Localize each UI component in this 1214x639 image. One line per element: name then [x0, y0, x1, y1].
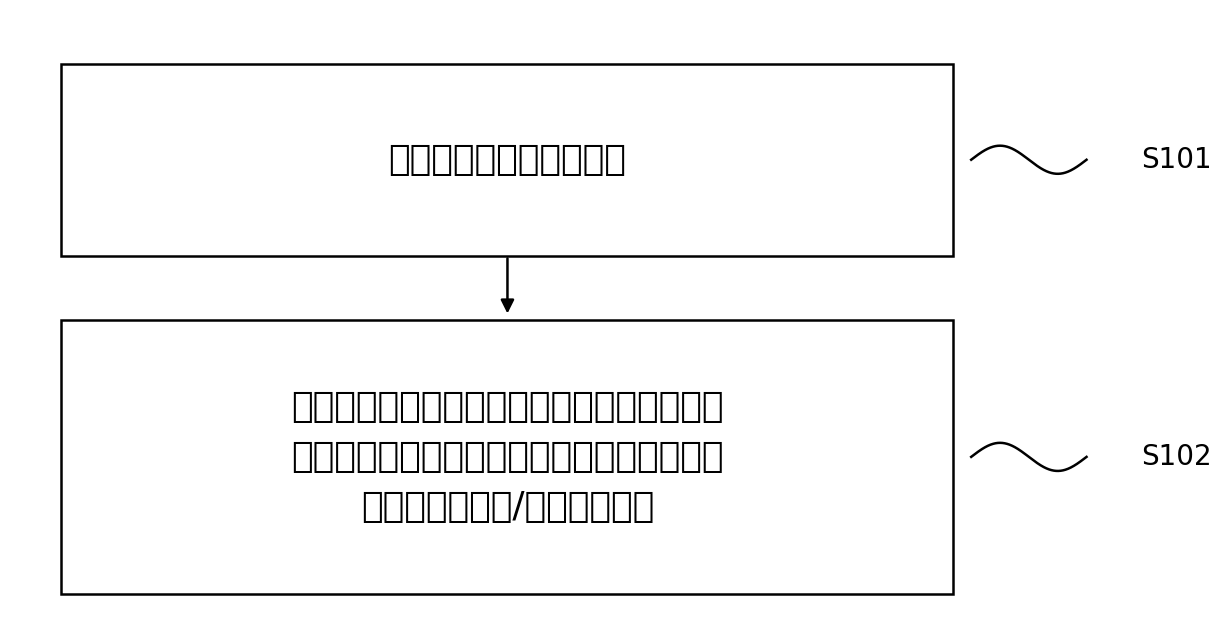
Text: S101: S101 [1141, 146, 1212, 174]
FancyBboxPatch shape [61, 320, 953, 594]
Text: 根据传动带的最大切向力、实际预紧力及通过
有限元仿真分析确定的修正系数，计算传动带
的实际松边力和/或实际紧边力: 根据传动带的最大切向力、实际预紧力及通过 有限元仿真分析确定的修正系数，计算传动… [291, 390, 724, 524]
FancyBboxPatch shape [61, 64, 953, 256]
Text: 检测传动带的实际预紧力: 检测传动带的实际预紧力 [388, 142, 626, 177]
Text: S102: S102 [1141, 443, 1212, 471]
